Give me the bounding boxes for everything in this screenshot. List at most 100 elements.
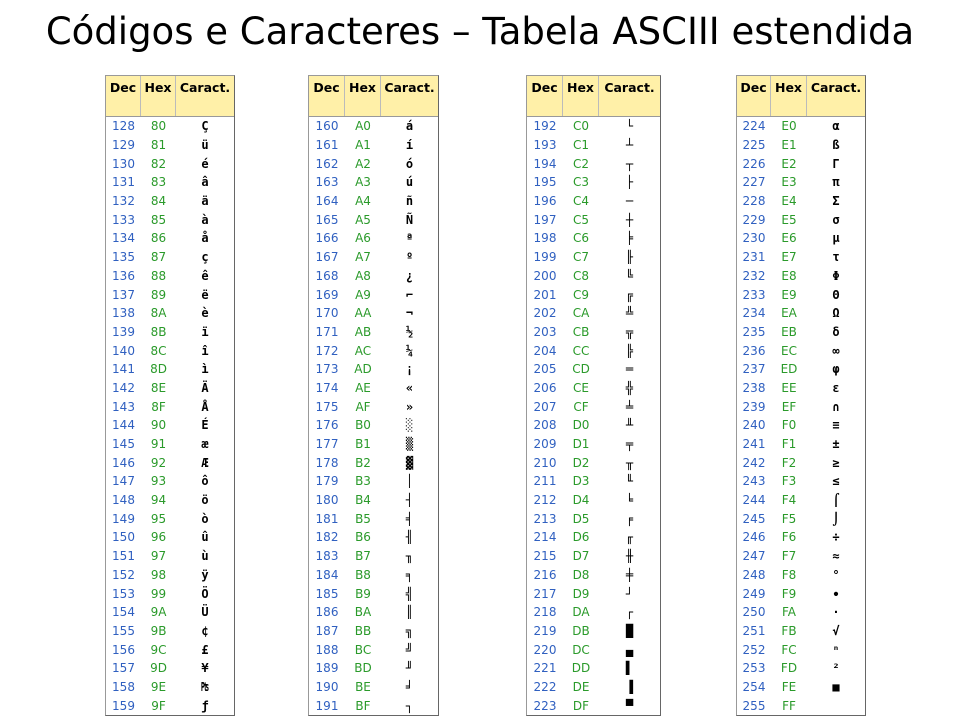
ascii-table: Dec Hex Caract. 128 80 Ç 129 81 ü 130 82 é 131 83 â 132… <box>105 75 235 716</box>
table-row: 137 89 ë <box>106 285 234 304</box>
table-cell: ¡ <box>405 362 414 377</box>
table-cell: CD <box>572 362 590 377</box>
table-cell: 133 <box>112 212 135 227</box>
table-cell: Ñ <box>405 212 414 227</box>
table-cell: 209 <box>533 437 557 452</box>
table-cell: │ <box>405 474 414 489</box>
table-cell: C2 <box>572 156 589 171</box>
table-cell: ╪ <box>625 567 634 582</box>
table-cell: B8 <box>355 567 371 582</box>
table-cell: 82 <box>150 156 167 171</box>
table-cell: EC <box>781 343 797 358</box>
ascii-table: Dec Hex Caract. 192 C0 └ 193 C1 ┴ 194 C2 ┬ 195 C3 ├ 196… <box>526 75 661 716</box>
table-cell: 138 <box>112 306 135 321</box>
table-row: 253 FD ² <box>737 659 865 678</box>
table-cell: 9C <box>150 642 167 657</box>
table-cell: 155 <box>112 623 135 638</box>
table-cell: ▒ <box>405 437 414 452</box>
table-cell: 246 <box>742 530 766 545</box>
table-row: 153 99 Ö <box>106 584 234 603</box>
table-cell: ╞ <box>625 231 634 246</box>
table-cell: 179 <box>315 474 339 489</box>
table-cell: ▄ <box>625 642 634 657</box>
table-row: 155 9B ¢ <box>106 622 234 641</box>
table-row: 166 A6 ª <box>309 229 438 248</box>
table-cell: 166 <box>315 231 339 246</box>
table-cell: £ <box>201 642 209 657</box>
table-row: 229 E5 σ <box>737 210 865 229</box>
table-cell: 140 <box>112 343 135 358</box>
table-cell: 93 <box>150 474 167 489</box>
table-row: 192 C0 └ <box>527 117 660 136</box>
table-cell: û <box>201 530 209 545</box>
table-cell: 9B <box>150 623 167 638</box>
table-cell: ╒ <box>625 511 634 526</box>
table-row: 144 90 É <box>106 416 234 435</box>
header-cell: Dec <box>309 76 345 116</box>
table-cell: AF <box>355 399 371 414</box>
table-cell: 157 <box>112 661 135 676</box>
table-cell: B2 <box>355 455 371 470</box>
table-cell: ┌ <box>625 605 634 620</box>
table-cell: 254 <box>742 679 766 694</box>
table-cell: ╖ <box>405 549 414 564</box>
table-cell: 131 <box>112 175 135 190</box>
table-row: 138 8A è <box>106 304 234 323</box>
table-row: 169 A9 ⌐ <box>309 285 438 304</box>
table-cell: B0 <box>355 418 371 433</box>
table-cell: 250 <box>742 605 766 620</box>
table-cell: 211 <box>533 474 557 489</box>
table-cell: 168 <box>315 268 339 283</box>
table-cell: DA <box>572 605 590 620</box>
table-cell: ■ <box>832 679 840 694</box>
table-cell: ê <box>201 268 209 283</box>
table-cell: 135 <box>112 250 135 265</box>
table-row: 196 C4 ─ <box>527 192 660 211</box>
table-cell: C5 <box>572 212 589 227</box>
table-cell: E3 <box>781 175 797 190</box>
table-row: 208 D0 ╨ <box>527 416 660 435</box>
table-cell: ╨ <box>625 418 634 433</box>
table-cell: A9 <box>355 287 371 302</box>
table-row: 182 B6 ╢ <box>309 528 438 547</box>
table-cell: D3 <box>572 474 590 489</box>
table-header: Dec Hex Caract. <box>527 76 660 117</box>
table-cell: 247 <box>742 549 766 564</box>
table-row: 193 C1 ┴ <box>527 136 660 155</box>
table-cell: 186 <box>315 605 339 620</box>
table-cell: ñ <box>405 194 414 209</box>
table-cell: 164 <box>315 194 339 209</box>
table-cell: É <box>201 418 209 433</box>
table-row: 186 BA ║ <box>309 603 438 622</box>
table-row: 213 D5 ╒ <box>527 509 660 528</box>
table-row: 167 A7 º <box>309 248 438 267</box>
table-cell: 225 <box>742 138 766 153</box>
table-row: 164 A4 ñ <box>309 192 438 211</box>
table-cell: E6 <box>781 231 797 246</box>
table-row: 227 E3 π <box>737 173 865 192</box>
table-cell: ╠ <box>625 343 634 358</box>
table-row: 168 A8 ¿ <box>309 267 438 286</box>
table-cell: ù <box>201 549 209 564</box>
table-cell: EE <box>781 380 797 395</box>
header-cell: Hex <box>563 76 599 116</box>
table-cell: B6 <box>355 530 371 545</box>
table-row: 234 EA Ω <box>737 304 865 323</box>
table-cell: 235 <box>742 324 766 339</box>
table-cell: 220 <box>533 642 557 657</box>
table-row: 236 EC ∞ <box>737 341 865 360</box>
table-row: 178 B2 ▓ <box>309 453 438 472</box>
table-cell: ┬ <box>625 156 634 171</box>
table-cell: 195 <box>533 175 557 190</box>
table-cell: 248 <box>742 567 766 582</box>
header-cell: Caract. <box>604 80 655 95</box>
table-row: 142 8E Ä <box>106 379 234 398</box>
table-cell: ₧ <box>201 679 209 694</box>
table-cell: 177 <box>315 437 339 452</box>
table-cell: ü <box>201 138 209 153</box>
table-cell: 91 <box>150 437 167 452</box>
table-cell: 231 <box>742 250 766 265</box>
table-cell: 129 <box>112 138 135 153</box>
table-cell: B9 <box>355 586 371 601</box>
table-cell: 232 <box>742 268 766 283</box>
